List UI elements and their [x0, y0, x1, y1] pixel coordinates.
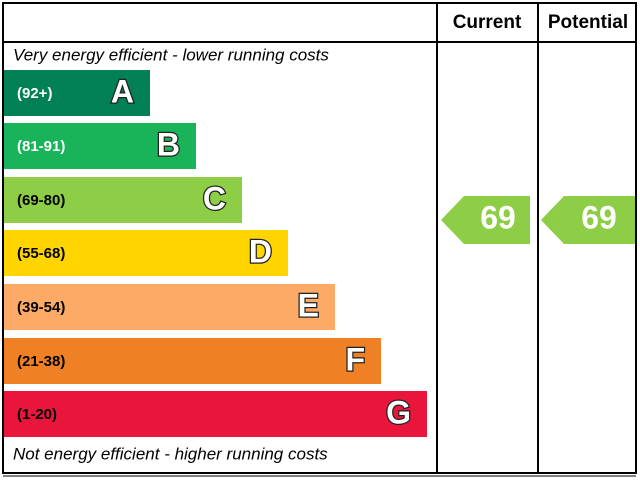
band-letter: E [298, 287, 319, 323]
band-letter: C [203, 180, 226, 216]
band-letter: B [157, 126, 180, 162]
band-bar [4, 230, 288, 276]
bands: (92+) A (81-91) B (69-80) C (55-68) D (39-54) E (2… [4, 70, 427, 437]
band-range: (1-20) [17, 406, 57, 423]
current-arrow [441, 196, 530, 244]
bottom-note: Not energy efficient - higher running co… [13, 444, 328, 463]
band-range: (69-80) [17, 192, 65, 209]
band-letter: F [345, 341, 365, 377]
band-range: (39-54) [17, 299, 65, 316]
frame [2, 2, 637, 474]
band-bar [4, 391, 427, 437]
band-range: (55-68) [17, 245, 65, 262]
band-range: (21-38) [17, 353, 65, 370]
current-header: Current [453, 12, 522, 33]
band-bar [4, 123, 196, 169]
band-bar [4, 338, 381, 384]
band-bar [4, 284, 335, 330]
current-score: 69 [480, 199, 516, 235]
top-note: Very energy efficient - lower running co… [13, 45, 329, 64]
band-letter: D [249, 233, 272, 269]
band-bar [4, 177, 242, 223]
band-bar [4, 70, 150, 116]
potential-score: 69 [581, 199, 617, 235]
band-range: (81-91) [17, 138, 65, 155]
potential-arrow [541, 196, 635, 244]
band-range: (92+) [17, 85, 52, 102]
potential-header: Potential [548, 12, 628, 33]
band-letter: A [111, 73, 134, 109]
band-letter: G [386, 394, 411, 430]
